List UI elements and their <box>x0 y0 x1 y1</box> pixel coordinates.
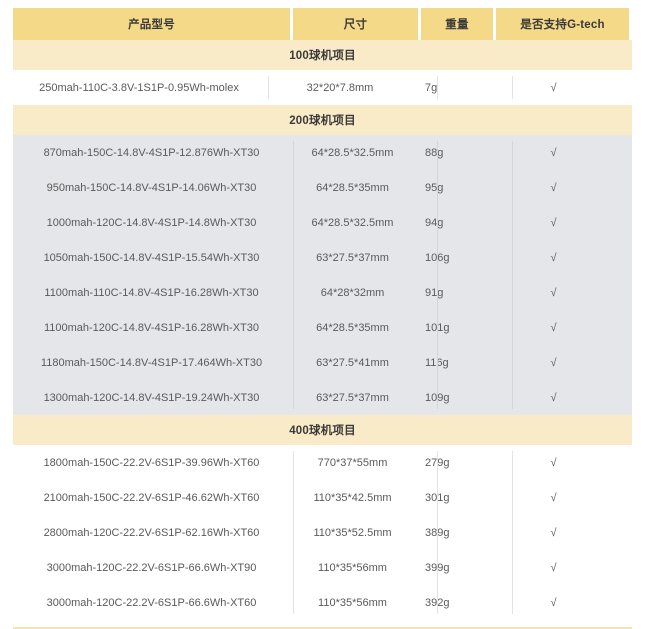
cell-size: 64*28.5*35mm <box>316 321 389 334</box>
table-row: 1100mah-120C-14.8V-4S1P-16.28Wh-XT30 64*2… <box>13 310 632 345</box>
cell-gtech: √ <box>550 181 557 194</box>
table-row: 870mah-150C-14.8V-4S1P-12.876Wh-XT30 64*2… <box>13 135 632 170</box>
cell-model: 2100mah-150C-22.2V-6S1P-46.62Wh-XT60 <box>43 491 260 504</box>
cell-size: 64*28.5*32.5mm <box>311 216 394 229</box>
cell-gtech: √ <box>550 561 557 574</box>
cell-model: 250mah-110C-3.8V-1S1P-0.95Wh-molex <box>39 81 239 94</box>
group-header-row: 100球机项目 <box>13 40 632 70</box>
cell-weight: 116g <box>415 345 487 380</box>
cell-weight: 94g <box>425 216 444 229</box>
cell-weight: 279g <box>415 445 487 480</box>
cell-gtech: √ <box>550 321 557 334</box>
cell-weight: 95g <box>425 181 444 194</box>
group-header-row: 200球机项目 <box>13 105 632 135</box>
cell-gtech: √ <box>550 251 557 264</box>
group-header-row: 400球机项目 <box>13 415 632 445</box>
column-divider <box>512 451 513 614</box>
cell-model: 1000mah-120C-14.8V-4S1P-14.8Wh-XT30 <box>46 216 257 229</box>
cell-model: 1100mah-110C-14.8V-4S1P-16.28Wh-XT30 <box>44 286 259 299</box>
cell-gtech: √ <box>550 356 557 369</box>
cell-gtech: √ <box>550 596 557 609</box>
cell-model: 2800mah-120C-22.2V-6S1P-62.16Wh-XT60 <box>43 526 260 539</box>
table-row: 1300mah-120C-14.8V-4S1P-19.24Wh-XT30 63*2… <box>13 380 632 415</box>
table-body: 100球机项目 250mah-110C-3.8V-1S1P-0.95Wh-mole… <box>13 40 632 620</box>
cell-weight: 106g <box>415 240 487 275</box>
cell-size: 770*37*55mm <box>317 456 388 469</box>
cell-model: 1180mah-150C-14.8V-4S1P-17.464Wh-XT30 <box>40 356 263 369</box>
cell-gtech: √ <box>550 216 557 229</box>
cell-model: 3000mah-120C-22.2V-6S1P-66.6Wh-XT60 <box>46 596 257 609</box>
cell-gtech: √ <box>550 391 557 404</box>
column-divider <box>437 451 438 614</box>
column-header-gtech: 是否支持G-tech <box>496 8 629 40</box>
cell-model: 1300mah-120C-14.8V-4S1P-19.24Wh-XT30 <box>43 391 260 404</box>
column-divider <box>437 76 438 99</box>
cell-weight: 91g <box>425 286 444 299</box>
cell-weight: 101g <box>415 310 487 345</box>
cell-weight: 399g <box>415 550 487 585</box>
cell-weight: 7g <box>425 81 438 94</box>
cell-gtech: √ <box>550 491 557 504</box>
cell-gtech: √ <box>550 286 557 299</box>
cell-model: 950mah-150C-14.8V-4S1P-14.06Wh-XT30 <box>46 181 257 194</box>
cell-model: 3000mah-120C-22.2V-6S1P-66.6Wh-XT90 <box>46 561 257 574</box>
column-divider <box>512 141 513 409</box>
column-divider <box>293 451 294 614</box>
table-row: 1180mah-150C-14.8V-4S1P-17.464Wh-XT30 63*… <box>13 345 632 380</box>
table-row: 1100mah-110C-14.8V-4S1P-16.28Wh-XT30 64*2… <box>13 275 632 310</box>
cell-model: 1800mah-150C-22.2V-6S1P-39.96Wh-XT60 <box>43 456 260 469</box>
table-row: 2100mah-150C-22.2V-6S1P-46.62Wh-XT60 110*… <box>13 480 632 515</box>
table-row: 950mah-150C-14.8V-4S1P-14.06Wh-XT30 64*28… <box>13 170 632 205</box>
cell-size: 64*28.5*35mm <box>316 181 389 194</box>
column-divider <box>268 76 269 99</box>
cell-model: 870mah-150C-14.8V-4S1P-12.876Wh-XT30 <box>43 146 260 159</box>
group-section: 870mah-150C-14.8V-4S1P-12.876Wh-XT30 64*2… <box>13 135 632 415</box>
product-spec-table: 产品型号 尺寸 重量 是否支持G-tech 100球机项目 250mah-110C… <box>13 8 632 629</box>
cell-size: 110*35*56mm <box>318 596 387 609</box>
cell-size: 110*35*42.5mm <box>313 491 392 504</box>
column-divider <box>512 76 513 99</box>
cell-weight: 392g <box>415 585 487 620</box>
cell-gtech: √ <box>550 146 557 159</box>
cell-size: 63*27.5*37mm <box>316 391 389 404</box>
cell-size: 64*28.5*32.5mm <box>311 146 394 159</box>
cell-size: 110*35*56mm <box>318 561 387 574</box>
cell-weight: 389g <box>415 515 487 550</box>
cell-gtech: √ <box>550 526 557 539</box>
table-row: 3000mah-120C-22.2V-6S1P-66.6Wh-XT60 110*3… <box>13 585 632 620</box>
table-row: 2800mah-120C-22.2V-6S1P-62.16Wh-XT60 110*… <box>13 515 632 550</box>
group-section: 1800mah-150C-22.2V-6S1P-39.96Wh-XT60 770*… <box>13 445 632 620</box>
cell-gtech: √ <box>550 81 557 94</box>
cell-model: 1100mah-120C-14.8V-4S1P-16.28Wh-XT30 <box>43 321 260 334</box>
table-row: 1000mah-120C-14.8V-4S1P-14.8Wh-XT30 64*28… <box>13 205 632 240</box>
cell-gtech: √ <box>550 456 557 469</box>
cell-size: 64*28*32mm <box>320 286 385 299</box>
cell-weight: 301g <box>415 480 487 515</box>
column-header-model: 产品型号 <box>13 8 290 40</box>
column-divider <box>437 141 438 409</box>
table-row: 250mah-110C-3.8V-1S1P-0.95Wh-molex 32*20*… <box>13 70 632 105</box>
cell-size: 63*27.5*41mm <box>316 356 389 369</box>
cell-size: 32*20*7.8mm <box>306 81 374 94</box>
group-section: 250mah-110C-3.8V-1S1P-0.95Wh-molex 32*20*… <box>13 70 632 105</box>
column-header-size: 尺寸 <box>293 8 418 40</box>
table-row: 1800mah-150C-22.2V-6S1P-39.96Wh-XT60 770*… <box>13 445 632 480</box>
cell-size: 110*35*52.5mm <box>313 526 392 539</box>
table-row: 1050mah-150C-14.8V-4S1P-15.54Wh-XT30 63*2… <box>13 240 632 275</box>
cell-model: 1050mah-150C-14.8V-4S1P-15.54Wh-XT30 <box>43 251 260 264</box>
column-divider <box>293 141 294 409</box>
column-header-weight: 重量 <box>421 8 493 40</box>
table-row: 3000mah-120C-22.2V-6S1P-66.6Wh-XT90 110*3… <box>13 550 632 585</box>
cell-weight: 109g <box>415 380 487 415</box>
cell-size: 63*27.5*37mm <box>316 251 389 264</box>
cell-weight: 88g <box>425 146 444 159</box>
table-header-row: 产品型号 尺寸 重量 是否支持G-tech <box>13 8 632 40</box>
